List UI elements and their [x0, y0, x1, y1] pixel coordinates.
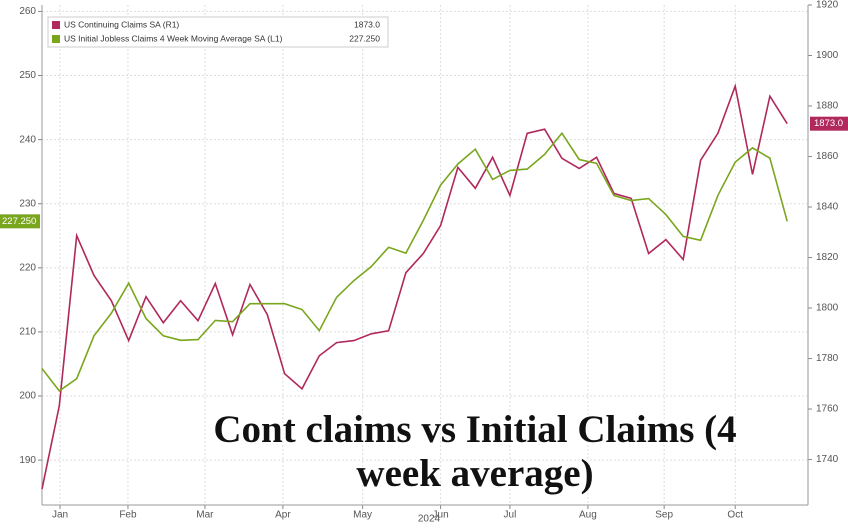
x-tick-label: Jul: [504, 510, 517, 521]
x-tick-label: Apr: [275, 510, 291, 521]
x-axis-label: 2024: [418, 514, 441, 525]
legend-swatch: [52, 35, 60, 43]
y-tick-label: 220: [19, 262, 36, 273]
y-tick-label: 200: [19, 391, 36, 402]
y2-tick-label: 1800: [816, 303, 839, 314]
y2-tick-label: 1840: [816, 202, 839, 213]
series-line: [41, 83, 788, 490]
y-tick-label: 240: [19, 134, 36, 145]
x-tick-label: Feb: [119, 510, 137, 521]
chart-title: Cont claims vs Initial Claims (4 week av…: [213, 408, 737, 495]
legend-value: 1873.0: [354, 19, 380, 29]
x-tick-label: May: [353, 510, 372, 521]
legend-label: US Continuing Claims SA (R1): [64, 19, 179, 29]
y2-tick-label: 1900: [816, 50, 839, 61]
last-value-tag: 227.250: [0, 214, 40, 229]
legend-swatch: [52, 21, 60, 29]
series-line: [41, 131, 788, 392]
y-tick-label: 230: [19, 198, 36, 209]
last-value-box: [810, 116, 848, 131]
y-tick-label: 210: [19, 327, 36, 338]
y2-tick-label: 1820: [816, 252, 839, 263]
x-tick-label: Aug: [579, 510, 597, 521]
y2-tick-label: 1880: [816, 101, 839, 112]
x-tick-label: Mar: [196, 510, 214, 521]
last-value-tag: 1873.0: [810, 116, 848, 131]
last-value-box: [0, 214, 40, 229]
last-value-label: 227.250: [2, 216, 36, 227]
y2-tick-label: 1860: [816, 151, 839, 162]
x-tick-label: Sep: [655, 510, 673, 521]
y2-tick-label: 1760: [816, 404, 839, 415]
y-tick-label: 260: [19, 6, 36, 17]
y2-tick-label: 1780: [816, 353, 839, 364]
x-tick-label: Oct: [727, 510, 743, 521]
x-tick-label: Jun: [433, 510, 449, 521]
legend-box: [47, 16, 389, 48]
legend-label: US Initial Jobless Claims 4 Week Moving …: [64, 33, 283, 43]
y-tick-label: 250: [19, 70, 36, 81]
x-tick-label: Jan: [52, 510, 68, 521]
last-value-label: 1873.0: [814, 118, 843, 129]
y2-tick-label: 1740: [816, 454, 839, 465]
legend-value: 227.250: [349, 33, 380, 43]
y-tick-label: 190: [19, 455, 36, 466]
y2-tick-label: 1920: [816, 0, 839, 11]
